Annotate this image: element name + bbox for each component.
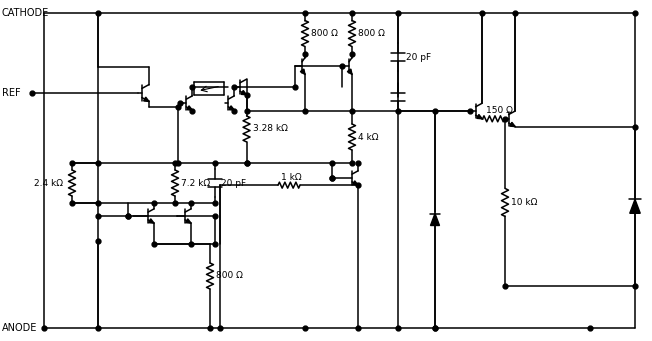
Polygon shape <box>477 115 482 119</box>
Text: 20 pF: 20 pF <box>221 178 246 188</box>
Text: 2.4 kΩ: 2.4 kΩ <box>34 178 63 188</box>
Polygon shape <box>241 90 246 95</box>
Polygon shape <box>353 181 358 185</box>
Text: CATHODE: CATHODE <box>2 8 50 18</box>
Polygon shape <box>430 213 439 225</box>
Text: 800 Ω: 800 Ω <box>311 29 338 38</box>
Text: 1 kΩ: 1 kΩ <box>281 173 302 182</box>
Text: 7.2 kΩ: 7.2 kΩ <box>181 178 210 188</box>
Polygon shape <box>630 199 640 213</box>
Text: 800 Ω: 800 Ω <box>216 271 243 281</box>
Text: 150 Ω: 150 Ω <box>486 106 512 115</box>
Polygon shape <box>187 106 192 110</box>
Polygon shape <box>143 97 149 102</box>
Text: 3.28 kΩ: 3.28 kΩ <box>252 124 288 133</box>
Polygon shape <box>348 69 352 74</box>
Text: 4 kΩ: 4 kΩ <box>358 133 379 142</box>
Text: 20 pF: 20 pF <box>406 53 431 61</box>
Polygon shape <box>229 106 234 110</box>
Text: 10 kΩ: 10 kΩ <box>511 198 537 207</box>
Polygon shape <box>510 122 515 127</box>
Polygon shape <box>149 219 154 223</box>
Text: 800 Ω: 800 Ω <box>358 29 385 38</box>
Polygon shape <box>301 69 305 74</box>
Text: ANODE: ANODE <box>2 323 37 333</box>
Text: REF: REF <box>2 88 21 98</box>
Polygon shape <box>186 219 191 223</box>
